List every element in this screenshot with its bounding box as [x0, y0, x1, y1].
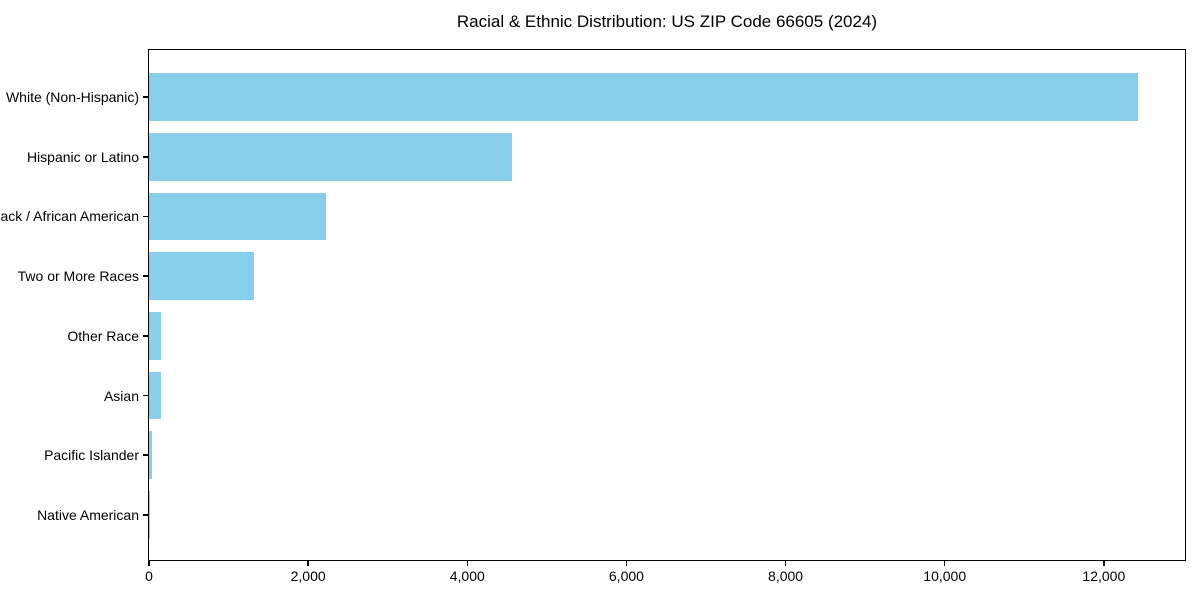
bar-two-or-more-races	[149, 252, 254, 301]
x-tick-label: 8,000	[768, 568, 804, 584]
chart-title: Racial & Ethnic Distribution: US ZIP Cod…	[456, 12, 878, 31]
x-tick-label: 6,000	[608, 568, 644, 584]
y-axis-tick	[142, 394, 148, 397]
x-tick-label: 2,000	[290, 568, 326, 584]
x-tick-label: 12,000	[1082, 568, 1126, 584]
y-axis-tick	[142, 335, 148, 337]
x-axis-tick	[625, 560, 628, 566]
y-tick-label: Black / African American	[0, 208, 139, 225]
y-tick-label: Native American	[37, 506, 139, 523]
bar-asian	[149, 371, 161, 420]
y-axis-tick	[142, 275, 148, 277]
x-axis-tick	[1103, 560, 1105, 566]
x-tick-label: 10,000	[923, 568, 967, 584]
bar-other-race	[149, 311, 162, 360]
x-axis-tick	[943, 560, 946, 566]
x-axis-tick	[784, 560, 787, 566]
y-tick-label: Other Race	[67, 327, 139, 344]
y-axis-tick	[142, 514, 148, 516]
x-axis-tick	[307, 560, 309, 566]
y-axis-tick	[142, 215, 148, 218]
y-axis-tick	[142, 454, 148, 456]
bar-native-american	[149, 490, 150, 539]
bar-white-non-hispanic	[149, 73, 1138, 121]
x-tick-label: 4,000	[449, 568, 485, 584]
y-tick-label: Hispanic or Latino	[26, 148, 139, 165]
bar-pacific-islander	[149, 431, 153, 480]
bar-hispanic-or-latino	[149, 132, 512, 181]
y-tick-label: Asian	[103, 387, 139, 404]
bar-black-african-american	[149, 192, 326, 241]
x-axis-tick	[148, 560, 150, 566]
plot-area: White (Non-Hispanic) Hispanic or Latino Bl…	[0, 49, 1186, 584]
y-axis-tick	[142, 96, 148, 98]
y-tick-label: Pacific Islander	[44, 447, 139, 464]
y-tick-label: White (Non-Hispanic)	[5, 89, 139, 106]
x-tick-label: 0	[145, 568, 153, 584]
y-axis-tick	[142, 156, 148, 158]
y-tick-label: Two or More Races	[17, 268, 139, 285]
x-axis-tick	[466, 560, 469, 566]
